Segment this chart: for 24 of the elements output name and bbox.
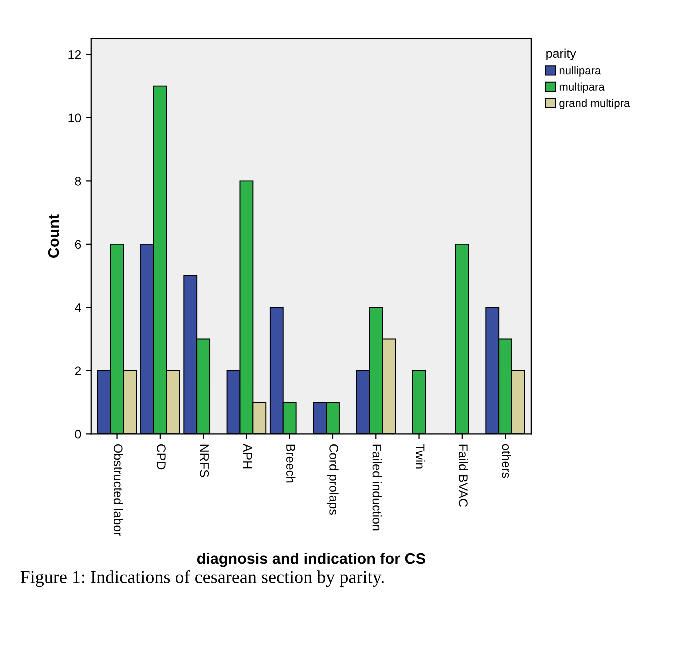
x-tick-label: Faild BVAC <box>459 444 468 508</box>
y-tick-label: 0 <box>75 430 82 439</box>
y-tick-label: 12 <box>68 50 82 60</box>
legend-label: nullipara <box>560 66 602 77</box>
x-tick-label: Twin <box>416 444 426 469</box>
y-tick-label: 4 <box>75 304 82 312</box>
y-tick-label: 2 <box>75 366 82 376</box>
x-tick-label: NRFS <box>200 444 210 478</box>
caption: Figure 1: Indications of cesarean section by parity. <box>20 570 384 588</box>
x-tick-label: Cord prolaps <box>327 444 339 515</box>
y-tick-label: 10 <box>68 114 82 123</box>
legend-label: grand multipra <box>560 99 630 110</box>
x-tick-label: Obstructed labor <box>114 444 124 536</box>
y-axis-title: Count <box>48 214 60 258</box>
x-axis-title: diagnosis and indication for CS <box>197 552 426 568</box>
x-tick-label: APH <box>243 444 252 469</box>
x-tick-label: others <box>502 444 512 478</box>
y-tick-label: 6 <box>75 240 82 250</box>
y-tick-label: 8 <box>75 176 82 186</box>
x-tick-label: CPD <box>157 444 166 470</box>
legend-title: parity <box>546 48 576 61</box>
legend-label: multipara <box>560 82 605 94</box>
x-tick-label: Breech <box>286 444 296 483</box>
x-tick-label: Failed induction <box>372 444 382 531</box>
